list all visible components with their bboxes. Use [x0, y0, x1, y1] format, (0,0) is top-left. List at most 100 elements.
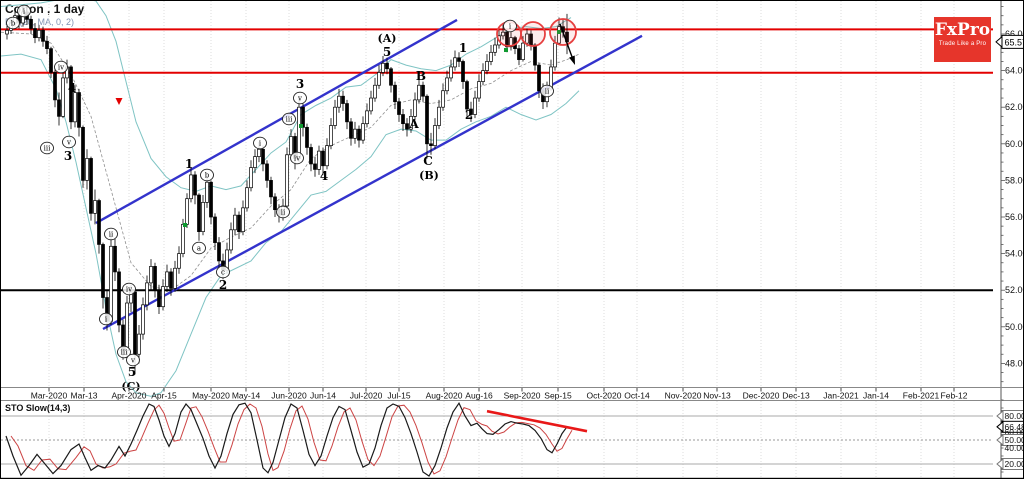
candle: [353, 128, 357, 139]
svg-text:1: 1: [459, 41, 467, 55]
price-tick-label: 58.00: [1005, 175, 1024, 185]
candle: [237, 214, 241, 232]
svg-text:v: v: [66, 138, 71, 146]
candle: [57, 99, 61, 117]
candle: [189, 174, 193, 200]
candle: [325, 145, 329, 167]
candle: [97, 200, 101, 245]
candle: [61, 77, 65, 117]
candles: [5, 6, 569, 375]
sto-main-line: [5, 401, 568, 477]
price-tick-label: 52.00: [1005, 285, 1024, 295]
candle: [357, 128, 361, 141]
current-price-tag: 65.57: [995, 34, 1024, 49]
candle: [41, 29, 45, 42]
sto-divergence-trendline: [486, 409, 588, 433]
candle: [201, 202, 205, 232]
green-entry-marker: [557, 30, 561, 34]
date-tick-label: Nov-2020: [665, 391, 702, 401]
candle: [89, 158, 93, 214]
svg-text:2: 2: [219, 278, 227, 292]
candle: [413, 99, 417, 117]
time-axis[interactable]: Mar-2020 Mar-13 Apr-2020 Apr-15 May-2020 May-…: [1, 387, 1024, 401]
candle: [517, 48, 521, 60]
svg-text:(B): (B): [419, 169, 439, 182]
svg-text:5: 5: [128, 365, 136, 379]
bollinger-indicator-label: BB (20, MA, 0, 2): [5, 17, 75, 27]
date-tick-label: Oct-2020: [587, 391, 622, 401]
svg-text:(A): (A): [378, 32, 397, 45]
candle: [33, 28, 37, 39]
candle: [181, 223, 185, 254]
date-tick-label: Jan-2021: [823, 391, 859, 401]
green-entry-marker: [299, 124, 303, 128]
candle: [397, 101, 401, 115]
svg-text:ii: ii: [545, 87, 550, 95]
price-tick-label: 60.00: [1005, 139, 1024, 149]
candle: [241, 207, 245, 232]
candle: [505, 31, 509, 48]
candle: [393, 84, 397, 103]
candle: [153, 266, 157, 291]
candle: [117, 271, 121, 326]
svg-text:65.57: 65.57: [1005, 37, 1024, 47]
date-tick-label: Nov-13: [703, 391, 731, 401]
date-tick-label: May-14: [232, 391, 261, 401]
svg-text:iii: iii: [121, 348, 128, 356]
logo-tagline: Trade Like a Pro: [938, 41, 987, 47]
candle: [269, 180, 273, 198]
candle: [217, 242, 221, 262]
svg-text:4: 4: [68, 81, 76, 95]
date-tick-label: Jun-14: [310, 391, 336, 401]
candle: [137, 333, 141, 355]
candle: [125, 302, 129, 351]
candle: [477, 81, 481, 99]
candle: [73, 92, 77, 123]
candle: [389, 68, 393, 86]
candle: [229, 229, 233, 251]
green-entry-marker: [183, 223, 187, 227]
red-highlight-circle: [520, 21, 546, 47]
svg-text:b: b: [205, 171, 210, 179]
price-tick-label: 64.00: [1005, 66, 1024, 76]
sto-axis-label: 66.48: [1005, 422, 1024, 432]
candle: [365, 110, 369, 125]
candle: [273, 196, 277, 211]
candle: [557, 26, 561, 44]
candle: [341, 95, 345, 104]
date-tick-label: Jan-14: [863, 391, 889, 401]
candle: [473, 97, 477, 115]
svg-text:B: B: [416, 69, 426, 83]
svg-text:4: 4: [320, 169, 328, 183]
svg-text:i: i: [509, 22, 512, 30]
signal-markers: [115, 30, 561, 227]
candle: [469, 108, 473, 115]
candle: [173, 267, 177, 289]
price-tick-label: 66.00: [1005, 29, 1024, 39]
candle: [133, 291, 137, 355]
svg-text:i: i: [105, 315, 108, 323]
sto-axis-label: 20.00: [1005, 459, 1024, 469]
candle: [425, 95, 429, 145]
channel-line: [102, 34, 643, 331]
date-tick-label: May-2020: [192, 391, 230, 401]
candle: [373, 84, 377, 99]
svg-text:A: A: [408, 117, 419, 131]
candle: [345, 103, 349, 123]
arrow-head: [569, 55, 575, 65]
candle: [465, 81, 469, 110]
price-axis[interactable]: 66.00 64.00 62.00 60.00 58.00 56.00 54.00 52.00…: [1000, 1, 1024, 478]
red-arrow-marker: [115, 98, 123, 105]
candle: [305, 126, 309, 148]
date-tick-label: Oct-14: [624, 391, 650, 401]
candle: [321, 150, 325, 167]
date-tick-label: Sep-2020: [504, 391, 541, 401]
candle: [85, 158, 89, 181]
candle: [417, 84, 421, 101]
candle: [289, 136, 293, 156]
svg-text:ii: ii: [109, 230, 114, 238]
svg-text:i: i: [23, 7, 26, 15]
sto-axis-label: 40.00: [1005, 443, 1024, 453]
